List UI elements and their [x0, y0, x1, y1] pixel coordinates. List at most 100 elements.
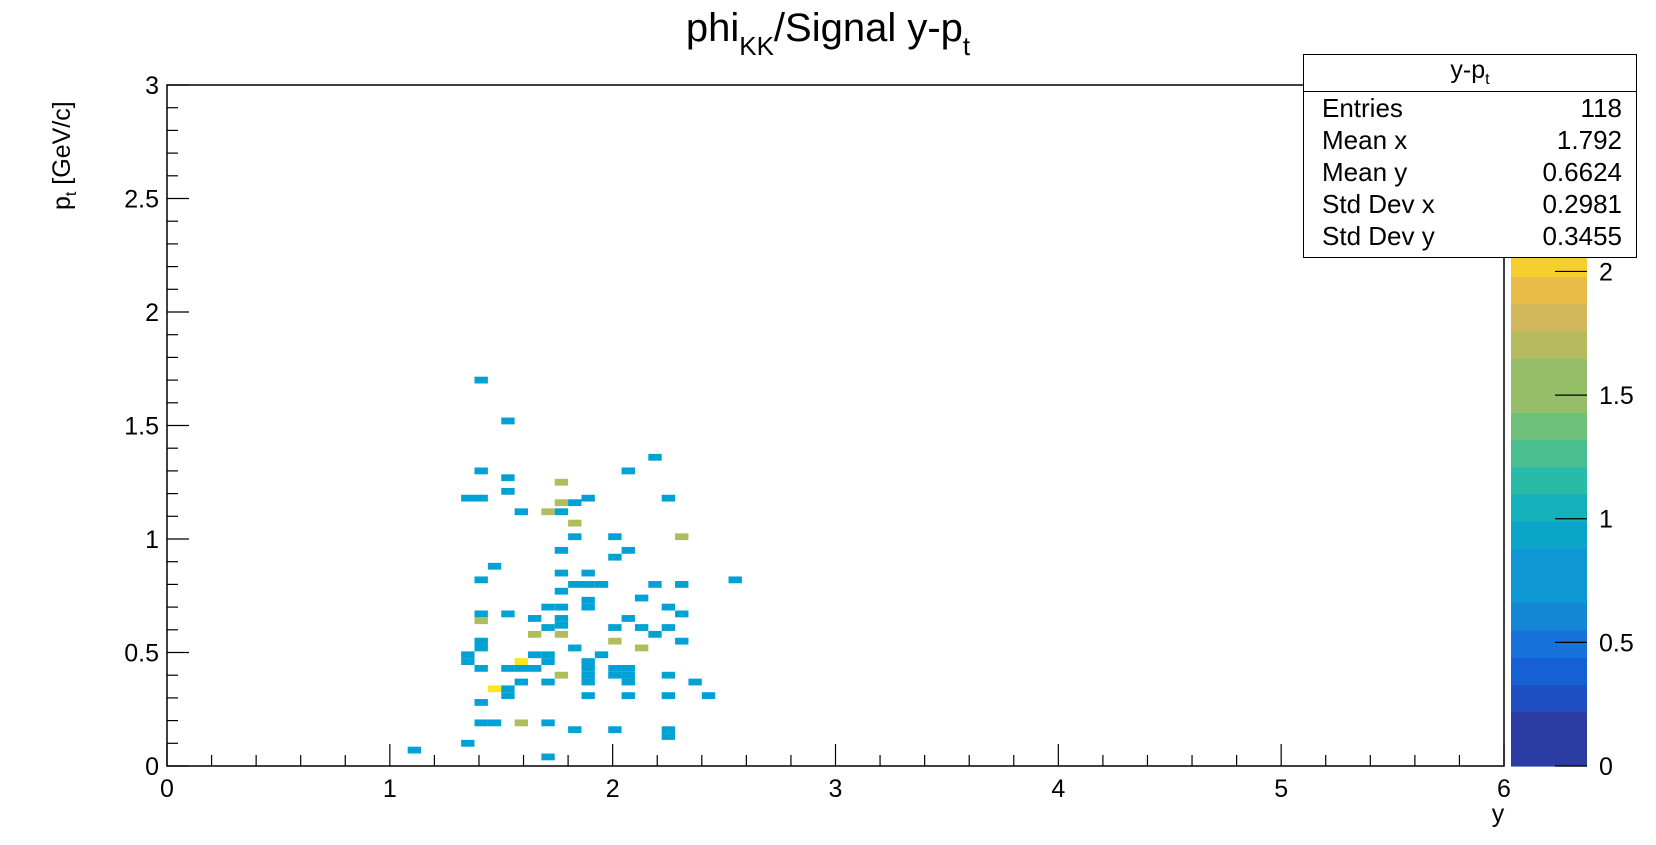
heatmap-bin — [554, 603, 569, 611]
heatmap-bin — [581, 494, 595, 502]
y-tick-label: 2.5 — [124, 186, 159, 214]
heatmap-bin — [675, 610, 689, 618]
heatmap-bin — [581, 596, 595, 604]
heatmap-bin — [474, 637, 488, 645]
heatmap-bin — [608, 624, 622, 631]
colorbar-segment — [1511, 303, 1587, 332]
heatmap-bin — [554, 478, 569, 486]
heatmap-bin — [461, 651, 475, 659]
heatmap-bin — [621, 615, 635, 622]
heatmap-bin — [487, 562, 502, 570]
heatmap-bin — [474, 719, 488, 727]
heatmap-bin — [675, 637, 689, 645]
heatmap-bin — [594, 651, 609, 659]
heatmap-bin — [501, 692, 515, 700]
heatmap-bin — [621, 692, 635, 700]
heatmap-bin — [728, 576, 742, 584]
x-tick-label: 2 — [606, 775, 620, 803]
heatmap-bin — [487, 685, 502, 693]
heatmap-bin — [514, 658, 528, 665]
x-tick-label: 5 — [1274, 775, 1288, 803]
heatmap-bin — [648, 630, 662, 638]
heatmap-bin — [608, 726, 622, 734]
colorbar-segment — [1511, 358, 1587, 386]
heatmap-bin — [568, 533, 582, 541]
x-tick-label: 0 — [160, 775, 174, 803]
heatmap-bin — [608, 671, 622, 679]
heatmap-bin — [554, 630, 569, 638]
heatmap-bin — [661, 494, 676, 502]
heatmap-bin — [621, 678, 635, 686]
heatmap-bin — [501, 417, 515, 425]
heatmap-bin — [474, 617, 488, 625]
heatmap-bin — [661, 624, 676, 631]
stats-row-mean-y: Mean y 0.6624 — [1322, 157, 1622, 187]
x-tick-label: 3 — [829, 775, 843, 803]
heatmap-bin — [581, 692, 595, 700]
heatmap-bin — [621, 664, 635, 672]
colorbar-segment — [1511, 521, 1587, 549]
heatmap-bin — [554, 569, 569, 577]
heatmap-bin — [675, 533, 689, 541]
heatmap-bin — [541, 658, 555, 665]
colorbar-segment — [1511, 548, 1587, 577]
heatmap-bin — [514, 508, 528, 516]
heatmap-bin — [554, 621, 569, 629]
colorbar-tick-label: 1 — [1599, 506, 1613, 534]
stats-row-entries: Entries 118 — [1322, 93, 1622, 123]
colorbar-segment — [1511, 738, 1587, 767]
colorbar-segment — [1511, 330, 1587, 359]
x-axis-label: y — [1492, 800, 1505, 828]
heatmap-bin — [675, 580, 689, 588]
heatmap-bin — [474, 376, 488, 384]
heatmap-bin — [581, 580, 595, 588]
colorbar-tick-label: 0.5 — [1599, 629, 1634, 657]
heatmap-bin — [648, 580, 662, 588]
heatmap-bin — [661, 733, 676, 740]
heatmap-bin — [634, 644, 649, 652]
heatmap-bin — [474, 576, 488, 584]
heatmap-bin — [581, 678, 595, 686]
heatmap-bin — [541, 624, 555, 631]
heatmap-bin — [661, 692, 676, 700]
heatmap-bin — [514, 678, 528, 686]
colorbar-segment — [1511, 466, 1587, 495]
stats-row-stddev-y: Std Dev y 0.3455 — [1322, 221, 1622, 251]
heatmap-bin — [554, 546, 569, 554]
heatmap-bin — [541, 678, 555, 686]
heatmap-bin — [541, 651, 555, 659]
colorbar-segment — [1511, 630, 1587, 658]
heatmap-bin — [568, 726, 582, 734]
heatmap-bin — [501, 664, 515, 672]
y-tick-label: 3 — [145, 72, 159, 100]
heatmap-bin — [501, 474, 515, 482]
heatmap-bin — [568, 519, 582, 527]
heatmap-bin — [554, 615, 569, 622]
heatmap-bin — [554, 671, 569, 679]
heatmap-bin — [541, 753, 555, 761]
colorbar-segment — [1511, 575, 1587, 604]
heatmap-bin — [608, 553, 622, 561]
x-tick-label: 1 — [383, 775, 397, 803]
heatmap-bin — [688, 678, 702, 686]
heatmap-bin — [501, 610, 515, 618]
heatmap-bin — [621, 467, 635, 475]
heatmap-bin — [581, 569, 595, 577]
heatmap-bin — [661, 726, 676, 734]
colorbar-tick-label: 0 — [1599, 753, 1613, 781]
heatmap-bin — [474, 664, 488, 672]
heatmap-bin — [634, 624, 649, 631]
colorbar-segment — [1511, 711, 1587, 740]
y-tick-label: 1.5 — [124, 413, 159, 441]
heatmap-bin — [487, 719, 502, 727]
heatmap-bin — [554, 508, 569, 516]
heatmap-bin — [474, 644, 488, 652]
colorbar-segment — [1511, 684, 1587, 713]
heatmap-bin — [581, 671, 595, 679]
heatmap-bin — [568, 644, 582, 652]
heatmap-bin — [554, 587, 569, 595]
heatmap-bin — [461, 739, 475, 747]
heatmap-bin — [501, 487, 515, 495]
heatmap-bin — [554, 499, 569, 507]
